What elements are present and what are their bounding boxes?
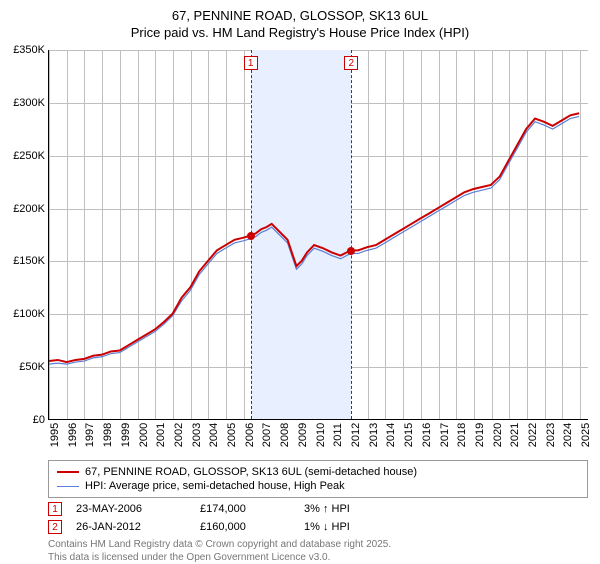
legend-row: 67, PENNINE ROAD, GLOSSOP, SK13 6UL (sem… bbox=[57, 465, 579, 479]
x-tick-label: 2009 bbox=[297, 423, 309, 447]
x-tick-label: 2003 bbox=[191, 423, 203, 447]
x-tick-label: 2016 bbox=[421, 423, 433, 447]
x-tick-label: 2022 bbox=[527, 423, 539, 447]
marker-dot-1 bbox=[247, 232, 255, 240]
transaction-date: 23-MAY-2006 bbox=[76, 503, 186, 515]
x-tick-label: 2023 bbox=[545, 423, 557, 447]
series-price_paid bbox=[49, 113, 579, 362]
transaction-row: 1 23-MAY-2006 £174,000 3% ↑ HPI bbox=[48, 500, 588, 518]
chart-title: 67, PENNINE ROAD, GLOSSOP, SK13 6UL Pric… bbox=[0, 0, 600, 42]
attribution: Contains HM Land Registry data © Crown c… bbox=[48, 538, 588, 564]
series-hpi bbox=[49, 116, 579, 364]
transaction-price: £160,000 bbox=[200, 521, 290, 533]
attribution-line1: Contains HM Land Registry data © Crown c… bbox=[48, 538, 588, 551]
x-tick-label: 1998 bbox=[102, 423, 114, 447]
x-tick-label: 1997 bbox=[84, 423, 96, 447]
x-tick-label: 1995 bbox=[49, 423, 61, 447]
y-tick-label: £350K bbox=[1, 44, 45, 56]
transaction-date: 26-JAN-2012 bbox=[76, 521, 186, 533]
transaction-hpi: 3% ↑ HPI bbox=[304, 503, 588, 515]
transaction-price: £174,000 bbox=[200, 503, 290, 515]
x-tick-label: 2019 bbox=[474, 423, 486, 447]
transaction-marker: 2 bbox=[48, 520, 62, 534]
attribution-line2: This data is licensed under the Open Gov… bbox=[48, 551, 588, 564]
x-tick-label: 2015 bbox=[403, 423, 415, 447]
x-tick-label: 2021 bbox=[509, 423, 521, 447]
legend-swatch bbox=[57, 486, 79, 487]
marker-dot-2 bbox=[347, 247, 355, 255]
x-tick-label: 2010 bbox=[315, 423, 327, 447]
y-tick-label: £200K bbox=[1, 203, 45, 215]
y-tick-label: £0 bbox=[1, 414, 45, 426]
x-tick-label: 2025 bbox=[580, 423, 592, 447]
y-tick-label: £50K bbox=[1, 361, 45, 373]
x-tick-label: 2014 bbox=[385, 423, 397, 447]
x-tick-label: 2002 bbox=[173, 423, 185, 447]
transaction-row: 2 26-JAN-2012 £160,000 1% ↓ HPI bbox=[48, 518, 588, 536]
transactions-table: 1 23-MAY-2006 £174,000 3% ↑ HPI 2 26-JAN-2012… bbox=[48, 500, 588, 536]
x-tick-label: 2007 bbox=[261, 423, 273, 447]
legend-row: HPI: Average price, semi-detached house,… bbox=[57, 479, 579, 493]
marker-box-1: 1 bbox=[244, 56, 258, 70]
x-tick-label: 2001 bbox=[155, 423, 167, 447]
x-tick-label: 2020 bbox=[492, 423, 504, 447]
x-tick-label: 2004 bbox=[208, 423, 220, 447]
plot-area: £0£50K£100K£150K£200K£250K£300K£350K1995… bbox=[48, 50, 588, 420]
title-line2: Price paid vs. HM Land Registry's House … bbox=[0, 25, 600, 42]
x-tick-label: 2005 bbox=[226, 423, 238, 447]
series-svg bbox=[49, 50, 588, 419]
x-tick-label: 1996 bbox=[67, 423, 79, 447]
x-tick-label: 2006 bbox=[244, 423, 256, 447]
legend-label: 67, PENNINE ROAD, GLOSSOP, SK13 6UL (sem… bbox=[85, 466, 417, 478]
legend-label: HPI: Average price, semi-detached house,… bbox=[85, 480, 345, 492]
x-tick-label: 2017 bbox=[439, 423, 451, 447]
y-tick-label: £100K bbox=[1, 308, 45, 320]
x-tick-label: 1999 bbox=[120, 423, 132, 447]
x-tick-label: 2011 bbox=[332, 423, 344, 447]
title-line1: 67, PENNINE ROAD, GLOSSOP, SK13 6UL bbox=[0, 8, 600, 25]
x-tick-label: 2018 bbox=[456, 423, 468, 447]
y-tick-label: £300K bbox=[1, 97, 45, 109]
legend: 67, PENNINE ROAD, GLOSSOP, SK13 6UL (sem… bbox=[48, 460, 588, 498]
y-tick-label: £250K bbox=[1, 150, 45, 162]
x-tick-label: 2008 bbox=[279, 423, 291, 447]
x-tick-label: 2000 bbox=[138, 423, 150, 447]
marker-line-2 bbox=[351, 50, 352, 419]
transaction-hpi: 1% ↓ HPI bbox=[304, 521, 588, 533]
legend-swatch bbox=[57, 471, 79, 473]
y-tick-label: £150K bbox=[1, 255, 45, 267]
x-tick-label: 2024 bbox=[562, 423, 574, 447]
x-tick-label: 2012 bbox=[350, 423, 362, 447]
marker-box-2: 2 bbox=[344, 56, 358, 70]
x-tick-label: 2013 bbox=[368, 423, 380, 447]
transaction-marker: 1 bbox=[48, 502, 62, 516]
